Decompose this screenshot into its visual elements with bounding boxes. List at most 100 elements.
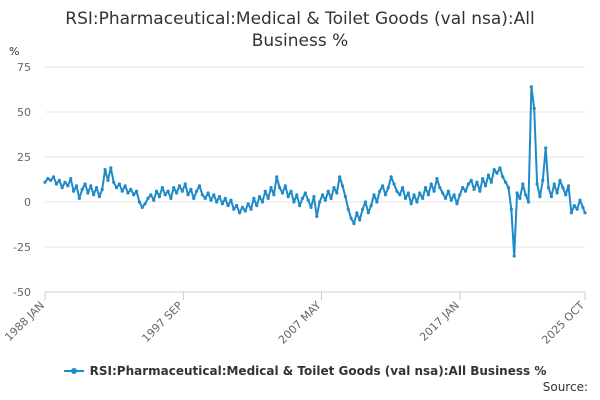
data-point (120, 189, 124, 193)
y-tick-label: 50 (17, 106, 31, 119)
y-axis-unit-label: % (9, 45, 19, 58)
data-point (340, 184, 345, 188)
data-point (360, 207, 365, 211)
data-point (51, 175, 56, 179)
data-point (226, 204, 230, 208)
data-point (289, 189, 293, 193)
data-point (463, 189, 468, 193)
data-point (106, 178, 110, 182)
data-point (243, 209, 247, 213)
data-point (481, 177, 485, 181)
data-point (366, 211, 370, 215)
data-point (312, 195, 316, 199)
data-point (566, 184, 571, 188)
data-point (544, 146, 548, 150)
data-point (277, 186, 282, 190)
data-point (137, 200, 142, 204)
data-point (475, 180, 479, 184)
data-point (501, 175, 505, 179)
chart-title: RSI:Pharmaceutical:Medical & Toilet Good… (40, 8, 560, 52)
chart-title-text: RSI:Pharmaceutical:Medical & Toilet Good… (65, 9, 535, 51)
x-tick-label: 1997 SEP (139, 299, 185, 345)
data-point (192, 196, 196, 200)
data-point (63, 180, 67, 184)
data-point (235, 204, 239, 208)
data-point (69, 177, 73, 181)
legend[interactable]: RSI:Pharmaceutical:Medical & Toilet Good… (55, 364, 555, 378)
data-point (575, 207, 579, 211)
data-point (489, 180, 493, 184)
data-point (535, 182, 539, 186)
data-point (561, 186, 565, 190)
gridlines (45, 66, 585, 293)
plot-series (43, 85, 587, 258)
data-point (389, 175, 393, 179)
data-point (134, 189, 139, 193)
data-point (177, 184, 182, 188)
data-point (212, 193, 216, 197)
data-point (343, 195, 347, 199)
data-point (114, 186, 119, 190)
y-tick-label: -25 (13, 241, 31, 254)
data-point (375, 200, 379, 204)
data-point (438, 186, 442, 190)
data-point (358, 218, 362, 222)
data-point (200, 193, 204, 197)
data-point (60, 186, 64, 190)
data-point (94, 186, 99, 190)
data-point (320, 193, 325, 197)
data-point (215, 200, 219, 204)
data-point (504, 180, 508, 184)
y-tick-label: 25 (17, 151, 31, 164)
data-point (180, 189, 184, 193)
data-point (429, 182, 433, 186)
y-tick-label: -50 (13, 286, 31, 299)
data-point (86, 191, 90, 195)
data-point (378, 189, 382, 193)
data-point (172, 186, 176, 190)
x-tick-label: 2017 JAN (417, 299, 462, 344)
data-point (123, 184, 127, 188)
y-axis: % 75 50 25 0 -25 -50 (9, 45, 31, 299)
data-point (418, 191, 422, 195)
data-point (569, 211, 574, 215)
data-point (252, 196, 256, 200)
data-point (249, 207, 253, 211)
data-point (129, 187, 133, 191)
data-point (383, 193, 388, 197)
data-point (189, 187, 193, 191)
data-point (515, 191, 519, 195)
data-point (466, 182, 471, 186)
data-point (157, 195, 162, 199)
data-point (564, 193, 568, 197)
x-tick-label: 1988 JAN (2, 299, 47, 344)
data-point (441, 191, 445, 195)
data-point (283, 184, 287, 188)
data-point (160, 186, 164, 190)
data-point (232, 207, 236, 211)
data-point (195, 189, 199, 193)
data-point (409, 202, 413, 206)
data-point (392, 182, 396, 186)
data-point (398, 193, 402, 197)
data-point (363, 200, 368, 204)
data-point (149, 193, 153, 197)
data-point (326, 189, 330, 193)
data-point (257, 195, 262, 199)
data-point (552, 182, 556, 186)
data-point (518, 196, 522, 200)
data-point (452, 193, 456, 197)
data-point (529, 85, 533, 89)
data-point (303, 191, 307, 195)
data-point (549, 195, 553, 199)
data-point (143, 202, 147, 206)
data-point (469, 178, 473, 182)
data-point (112, 180, 116, 184)
data-point (472, 187, 476, 191)
data-point (197, 184, 202, 188)
data-point (175, 191, 179, 195)
legend-swatch-marker (70, 368, 77, 374)
data-point (57, 178, 61, 182)
data-point (83, 182, 87, 186)
